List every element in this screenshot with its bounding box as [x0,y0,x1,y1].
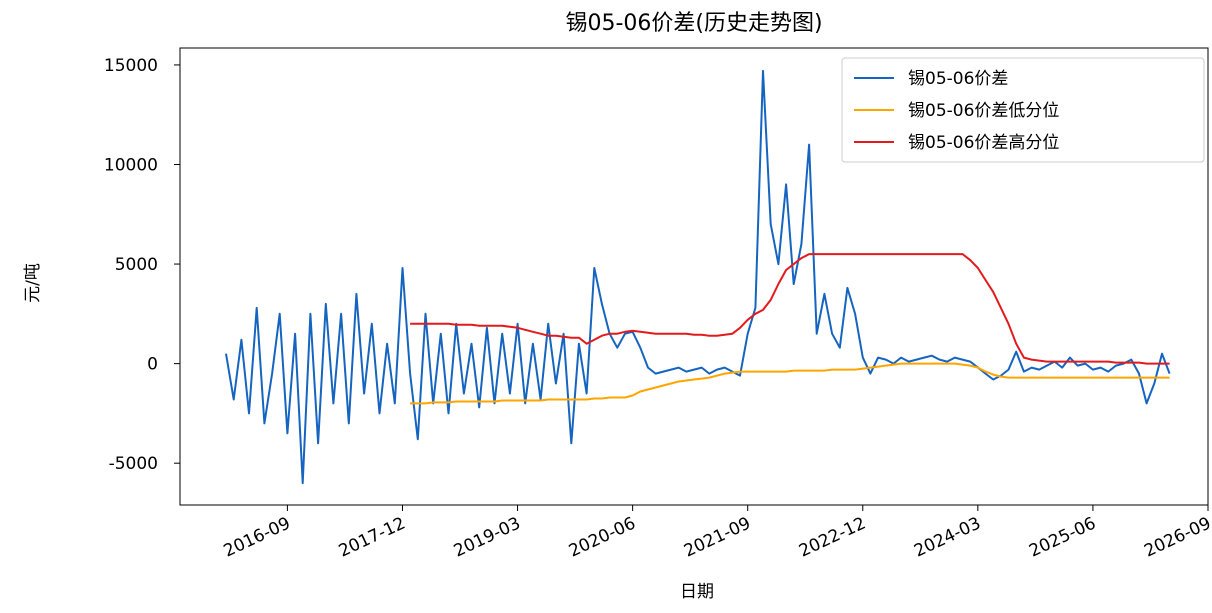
y-tick-label: 10000 [104,155,158,175]
x-tick-label: 2022-12 [796,513,869,561]
legend-label: 锡05-06价差高分位 [908,133,1059,153]
x-tick-label: 2019-03 [451,513,524,561]
series-line [410,362,1170,405]
y-tick-label: -5000 [109,454,158,474]
x-tick-label: 2020-06 [566,513,639,561]
x-axis-label: 日期 [680,582,714,602]
series-line [225,69,1171,485]
x-tick-label: 2016-09 [221,513,294,561]
y-axis-label: 元/吨 [23,263,43,303]
legend-label: 锡05-06价差 [908,69,1008,89]
plot-frame [179,47,1209,506]
x-tick-label: 2026-09 [1141,513,1212,561]
x-tick-label: 2021-09 [681,513,754,561]
legend-label: 锡05-06价差低分位 [908,101,1059,121]
series-line [410,253,1170,365]
y-tick-label: 15000 [104,56,158,76]
legend-box [841,57,1205,163]
x-tick-label: 2024-03 [911,513,984,561]
y-tick-label: 0 [147,355,158,375]
x-tick-label: 2025-06 [1026,513,1099,561]
chart-title: 锡05-06价差(历史走势图) [565,11,822,36]
y-tick-label: 5000 [115,255,158,275]
x-tick-label: 2017-12 [336,513,409,561]
